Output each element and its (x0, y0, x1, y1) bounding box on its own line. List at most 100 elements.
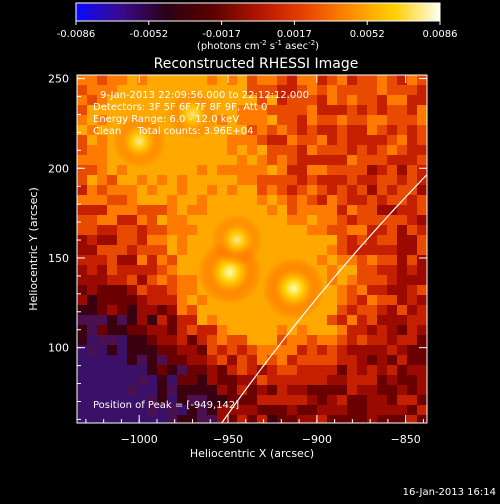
image-pixel (147, 185, 157, 195)
image-pixel (137, 265, 147, 275)
image-pixel (287, 325, 297, 335)
image-pixel (177, 215, 187, 225)
image-pixel (267, 415, 277, 423)
image-pixel (317, 315, 327, 325)
image-pixel (207, 185, 217, 195)
image-pixel (397, 205, 407, 215)
image-pixel (277, 365, 287, 375)
image-pixel (307, 345, 317, 355)
image-pixel (137, 395, 147, 405)
image-pixel (367, 245, 377, 255)
image-pixel (327, 75, 337, 85)
image-pixel (357, 205, 367, 215)
image-pixel (137, 385, 147, 395)
image-pixel (167, 385, 177, 395)
image-pixel (177, 135, 187, 145)
image-pixel (217, 185, 227, 195)
image-pixel (317, 255, 327, 265)
image-pixel (267, 315, 277, 325)
image-pixel (137, 215, 147, 225)
image-pixel (137, 365, 147, 375)
colorbar-tick-label: 0.0052 (350, 29, 385, 40)
image-pixel (87, 145, 97, 155)
image-pixel (107, 365, 117, 375)
image-pixel (197, 145, 207, 155)
colorbar-tick-label: 0.0086 (423, 29, 458, 40)
image-pixel (377, 145, 387, 155)
image-pixel (327, 375, 337, 385)
image-pixel (147, 305, 157, 315)
image-pixel (107, 155, 117, 165)
image-pixel (317, 205, 327, 215)
image-pixel (117, 315, 127, 325)
image-pixel (117, 345, 127, 355)
image-pixel (377, 85, 387, 95)
image-pixel (197, 375, 207, 385)
image-pixel (177, 185, 187, 195)
image-pixel (157, 355, 167, 365)
image-panel: −1000 −950 −900 −850 100 150 200 250 9-Jan-2013… (48, 73, 428, 446)
image-pixel (397, 405, 407, 415)
image-pixel (307, 215, 317, 225)
image-pixel (167, 405, 177, 415)
image-pixel (377, 395, 387, 405)
image-pixel (107, 335, 117, 345)
image-pixel (417, 245, 427, 255)
image-pixel (207, 85, 217, 95)
image-pixel (417, 255, 427, 265)
image-pixel (217, 105, 227, 115)
image-pixel (347, 295, 357, 305)
image-pixel (257, 105, 267, 115)
image-pixel (347, 205, 357, 215)
image-pixel (177, 165, 187, 175)
image-pixel (127, 165, 137, 175)
image-pixel (317, 175, 327, 185)
image-pixel (167, 355, 177, 365)
image-pixel (287, 165, 297, 175)
image-pixel (297, 165, 307, 175)
image-pixel (347, 375, 357, 385)
image-pixel (167, 315, 177, 325)
image-pixel (297, 205, 307, 215)
image-pixel (167, 85, 177, 95)
image-pixel (347, 275, 357, 285)
image-pixel (167, 375, 177, 385)
image-pixel (357, 335, 367, 345)
image-pixel (277, 335, 287, 345)
emission-source-5 (167, 89, 218, 140)
image-pixel (417, 365, 427, 375)
image-pixel (327, 335, 337, 345)
image-pixel (307, 415, 317, 423)
image-pixel (137, 75, 147, 85)
image-pixel (327, 185, 337, 195)
image-pixel (207, 215, 217, 225)
image-pixel (147, 105, 157, 115)
image-pixel (197, 205, 207, 215)
image-pixel (347, 165, 357, 175)
image-pixel (97, 85, 107, 95)
image-pixel (337, 365, 347, 375)
image-pixel (267, 325, 277, 335)
image-pixel (107, 265, 117, 275)
image-pixel (257, 325, 267, 335)
image-pixel (377, 155, 387, 165)
image-pixel (257, 285, 267, 295)
image-pixel (87, 335, 97, 345)
image-pixel (217, 205, 227, 215)
image-pixel (417, 195, 427, 205)
image-pixel (297, 75, 307, 85)
image-pixel (387, 365, 397, 375)
image-pixel (117, 225, 127, 235)
image-pixel (357, 275, 367, 285)
image-pixel (277, 85, 287, 95)
image-pixel (277, 235, 287, 245)
image-pixel (237, 155, 247, 165)
image-pixel (347, 145, 357, 155)
image-pixel (347, 315, 357, 325)
image-pixel (217, 315, 227, 325)
image-pixel (357, 135, 367, 145)
image-pixel (387, 75, 397, 85)
image-pixel (127, 75, 137, 85)
image-pixel (77, 415, 87, 423)
image-pixel (337, 265, 347, 275)
